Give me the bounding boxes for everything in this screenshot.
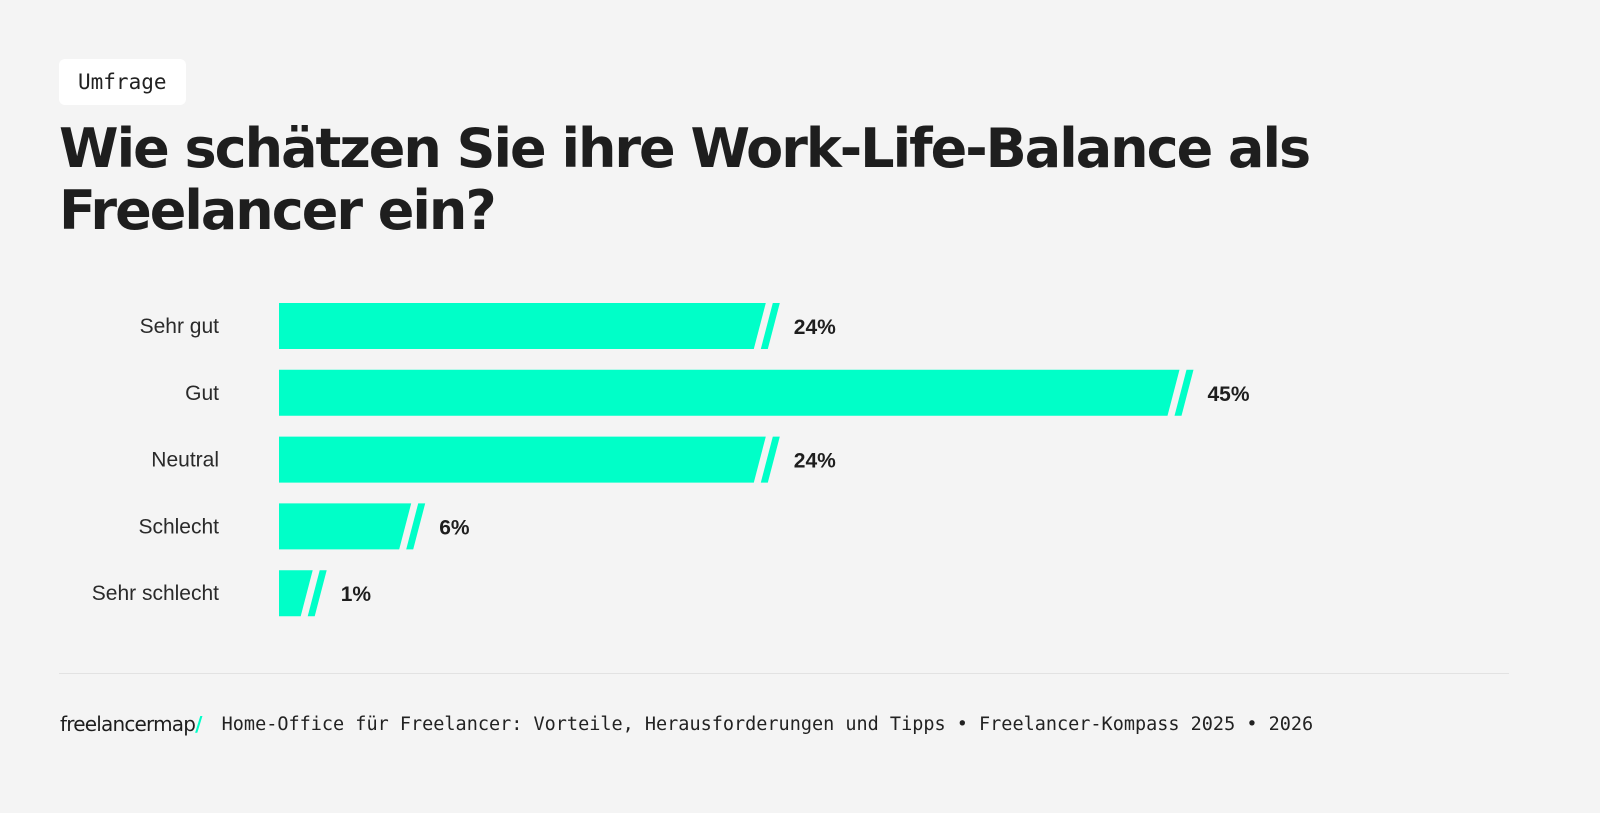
value-label: 6% (439, 516, 470, 539)
value-label: 45% (1208, 383, 1250, 406)
category-label: Sehr gut (140, 315, 220, 338)
category-label: Sehr schlecht (92, 582, 219, 605)
freelancermap-logo: freelancermap/ (60, 712, 202, 736)
bar-break-stripe (406, 503, 426, 550)
bar (279, 303, 766, 349)
category-label: Neutral (151, 449, 219, 472)
bar (279, 369, 1180, 416)
bar (279, 503, 412, 550)
bar-break-stripe (1174, 369, 1194, 416)
footer: freelancermap/ Home-Office für Freelance… (60, 712, 1313, 736)
bar-break-stripe (760, 303, 780, 349)
value-label: 24% (794, 450, 836, 473)
bar (279, 436, 766, 483)
category-label: Schlecht (138, 515, 219, 538)
divider (59, 673, 1509, 674)
category-tag: Umfrage (59, 59, 186, 105)
bar-break-stripe (307, 570, 327, 617)
chart-title: Wie schätzen Sie ihre Work-Life-Balance … (59, 117, 1311, 242)
bar (279, 570, 313, 617)
category-label: Gut (185, 382, 219, 405)
source-text: Home-Office für Freelancer: Vorteile, He… (221, 713, 1314, 735)
value-label: 24% (794, 316, 836, 339)
bar-break-stripe (760, 436, 780, 483)
value-label: 1% (341, 583, 372, 606)
